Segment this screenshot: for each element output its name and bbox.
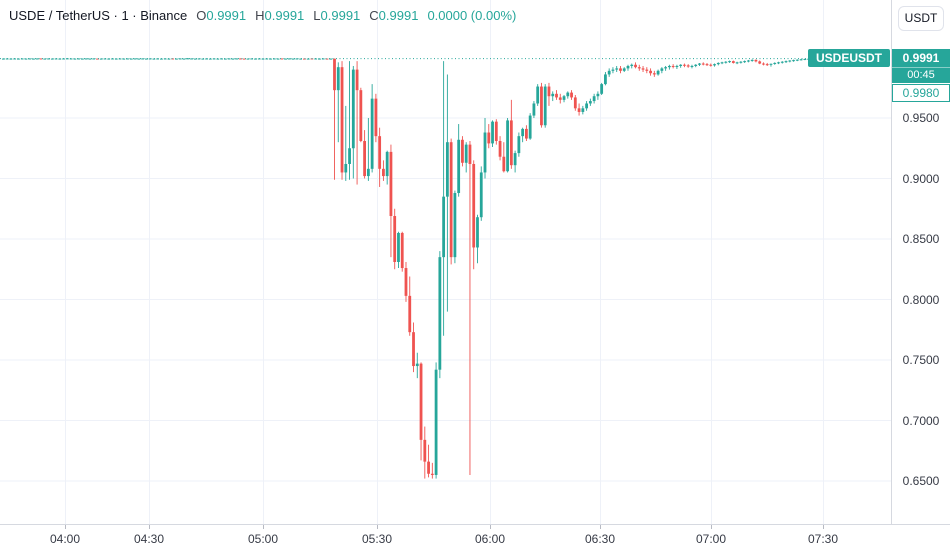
symbol-title[interactable]: USDE / TetherUS · 1 · Binance [9, 8, 188, 23]
price-axis-label: 0.7000 [902, 413, 940, 428]
ohlc-open: O0.9991 [196, 8, 247, 23]
time-axis-label: 05:30 [361, 532, 393, 546]
symbol-info-bar: USDE / TetherUS · 1 · Binance O0.9991 H0… [9, 8, 516, 23]
time-axis-label: 07:30 [807, 532, 839, 546]
price-axis-label: 0.9000 [902, 171, 940, 186]
time-axis-tick [149, 525, 150, 529]
time-axis-label: 06:30 [584, 532, 616, 546]
current-symbol-badge: USDEUSDT [807, 49, 890, 67]
secondary-price-label: 0.9980 [892, 84, 950, 102]
candlestick-series [1, 57, 890, 479]
price-axis-label: 0.7500 [902, 353, 940, 367]
ohlc-low: L0.9991 [313, 8, 361, 23]
time-axis-label: 05:00 [247, 532, 279, 546]
time-axis-tick [377, 525, 378, 529]
price-axis-label: 0.6500 [902, 474, 940, 488]
time-axis-label: 06:00 [474, 532, 506, 546]
time-axis-tick [600, 525, 601, 529]
time-axis-tick [490, 525, 491, 529]
price-axis[interactable]: USDT 0.9991 00:45 0.9980 0.9500 0.9000 0.8… [892, 0, 950, 524]
price-axis-label: 0.8000 [902, 292, 940, 307]
time-axis-tick [263, 525, 264, 529]
time-axis-label: 04:30 [133, 532, 165, 546]
ohlc-high: H0.9991 [255, 8, 305, 23]
chart-canvas[interactable] [0, 0, 891, 524]
time-axis-tick [65, 525, 66, 529]
current-price-value: 0.9991 [902, 51, 940, 65]
time-axis-tick [711, 525, 712, 529]
time-axis-label: 07:00 [695, 532, 727, 546]
price-axis-label: 0.9500 [902, 111, 940, 125]
price-change: 0.0000 (0.00%) [427, 8, 517, 23]
time-axis-label: 04:00 [49, 532, 81, 546]
time-axis[interactable]: 04:00 04:30 05:00 05:30 06:00 06:30 07:00 07:30 [0, 524, 950, 553]
current-price-badge: 0.9991 00:45 [892, 49, 950, 83]
currency-toggle-button[interactable]: USDT [898, 6, 944, 31]
axis-separator-line [891, 0, 892, 553]
ohlc-close: C0.9991 [369, 8, 419, 23]
price-axis-label: 0.8500 [902, 232, 940, 246]
bar-countdown: 00:45 [892, 67, 950, 83]
time-axis-tick [823, 525, 824, 529]
